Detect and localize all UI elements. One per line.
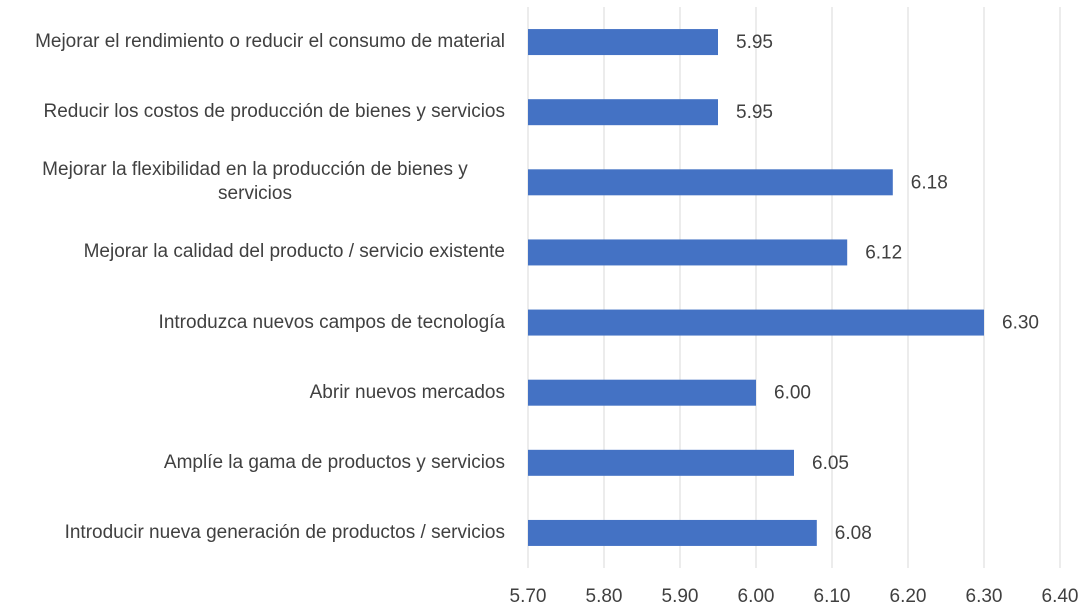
x-tick-label: 6.20 bbox=[890, 586, 927, 607]
category-label: Mejorar el rendimiento o reducir el cons… bbox=[35, 31, 505, 53]
category-label: Mejorar la flexibilidad en la producción… bbox=[42, 159, 468, 205]
x-tick-label: 5.70 bbox=[510, 586, 547, 607]
category-label: Reducir los costos de producción de bien… bbox=[43, 101, 505, 123]
category-label: Abrir nuevos mercados bbox=[309, 381, 505, 403]
bar bbox=[528, 309, 984, 336]
bar bbox=[528, 29, 718, 56]
data-label: 6.18 bbox=[911, 172, 948, 193]
bar bbox=[528, 169, 893, 196]
data-label: 6.08 bbox=[835, 523, 872, 544]
data-label: 6.30 bbox=[1002, 313, 1039, 334]
data-label: 5.95 bbox=[736, 32, 773, 53]
bar bbox=[528, 379, 756, 406]
bar bbox=[528, 239, 848, 266]
x-tick-label: 6.00 bbox=[738, 586, 775, 607]
category-label: Amplíe la gama de productos y servicios bbox=[163, 451, 505, 473]
category-label: Introducir nueva generación de productos… bbox=[64, 521, 505, 543]
category-label: Mejorar la calidad del producto / servic… bbox=[83, 241, 505, 263]
x-tick-label: 6.30 bbox=[966, 586, 1003, 607]
x-tick-label: 6.10 bbox=[814, 586, 851, 607]
x-tick-label: 5.80 bbox=[586, 586, 623, 607]
data-label: 6.12 bbox=[865, 242, 902, 263]
x-tick-label: 5.90 bbox=[662, 586, 699, 607]
bar bbox=[528, 99, 718, 126]
category-label: Introduzca nuevos campos de tecnología bbox=[158, 311, 505, 333]
data-label: 6.00 bbox=[774, 383, 811, 404]
data-label: 6.05 bbox=[812, 453, 849, 474]
bar bbox=[528, 519, 817, 546]
x-tick-label: 6.40 bbox=[1042, 586, 1079, 607]
bar bbox=[528, 449, 794, 476]
data-label: 5.95 bbox=[736, 102, 773, 123]
